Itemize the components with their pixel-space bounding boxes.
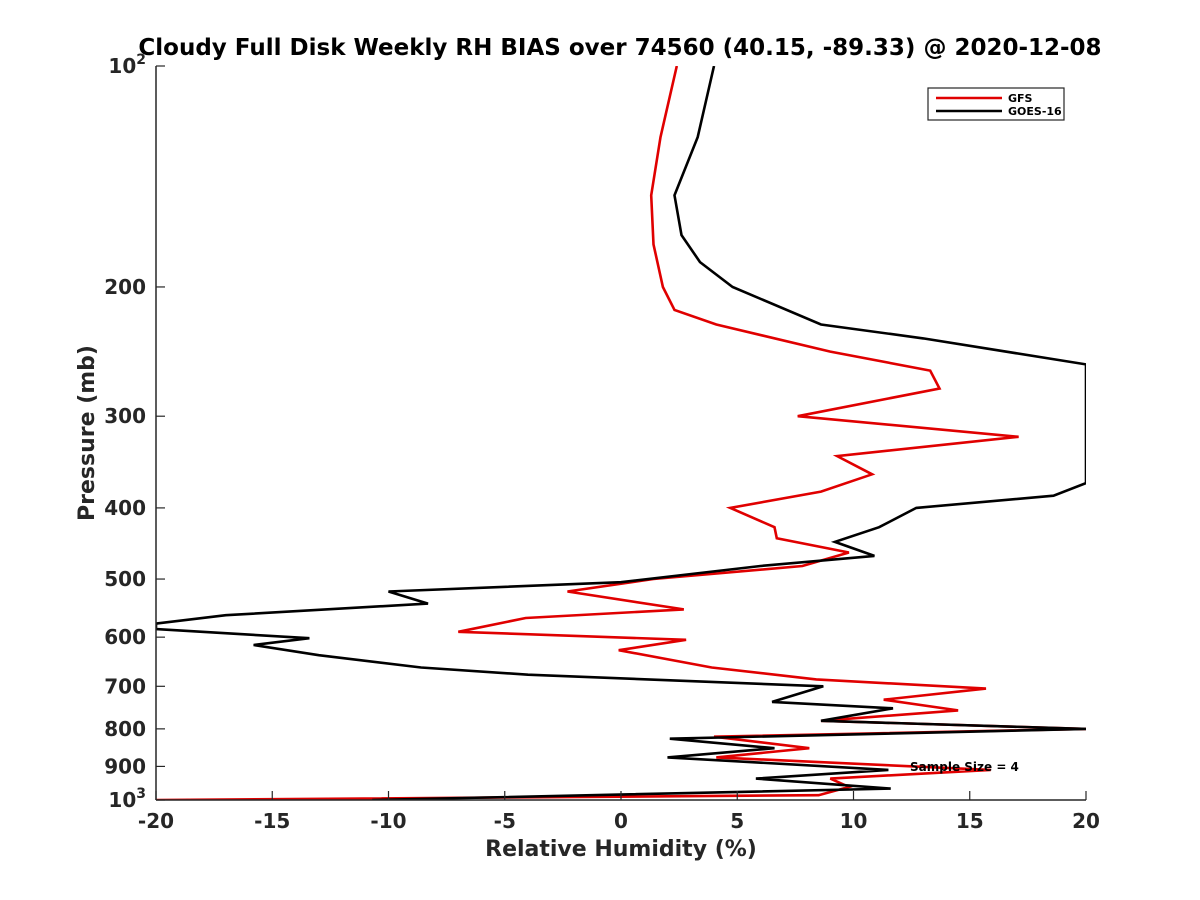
legend-label-goes16: GOES-16 [1008, 105, 1062, 118]
series-layer [156, 66, 1086, 800]
y-tick-label: 200 [104, 275, 146, 299]
axes-background [156, 66, 1086, 800]
y-tick-label: 102 [108, 52, 146, 78]
x-tick-label: 10 [840, 809, 868, 833]
y-tick-label: 500 [104, 567, 146, 591]
x-tick-label: -20 [138, 809, 174, 833]
y-tick-label: 800 [104, 717, 146, 741]
legend: GFS GOES-16 [927, 87, 1065, 121]
x-tick-label: -5 [494, 809, 516, 833]
x-tick-label: 5 [730, 809, 744, 833]
y-tick-label: 300 [104, 404, 146, 428]
y-tick-label: 400 [104, 496, 146, 520]
y-ticks: 102 200 300 400 500 600 700 800 900 103 [104, 52, 165, 812]
x-tick-label: 15 [956, 809, 984, 833]
y-tick-label: 600 [104, 625, 146, 649]
x-tick-label: 20 [1072, 809, 1100, 833]
y-axis-title: Pressure (mb) [75, 345, 100, 521]
y-tick-label: 700 [104, 674, 146, 698]
legend-label-gfs: GFS [1008, 92, 1033, 105]
series-line-gfs [156, 66, 1086, 800]
chart-title: Cloudy Full Disk Weekly RH BIAS over 745… [138, 35, 1101, 61]
legend-box [927, 87, 1065, 121]
x-tick-label: -10 [370, 809, 406, 833]
x-tick-label: 0 [614, 809, 628, 833]
series-line-goes16 [156, 66, 1086, 800]
x-axis-title: Relative Humidity (%) [485, 837, 757, 862]
plot-area: -20 -15 -10 -5 0 5 10 15 20 102 200 300 400 500 600 70… [104, 52, 1100, 833]
x-ticks: -20 -15 -10 -5 0 5 10 15 20 [138, 791, 1100, 833]
y-tick-label: 900 [104, 754, 146, 778]
y-tick-label: 103 [108, 786, 146, 812]
x-tick-label: -15 [254, 809, 290, 833]
sample-size-annotation: Sample Size = 4 [910, 760, 1019, 774]
